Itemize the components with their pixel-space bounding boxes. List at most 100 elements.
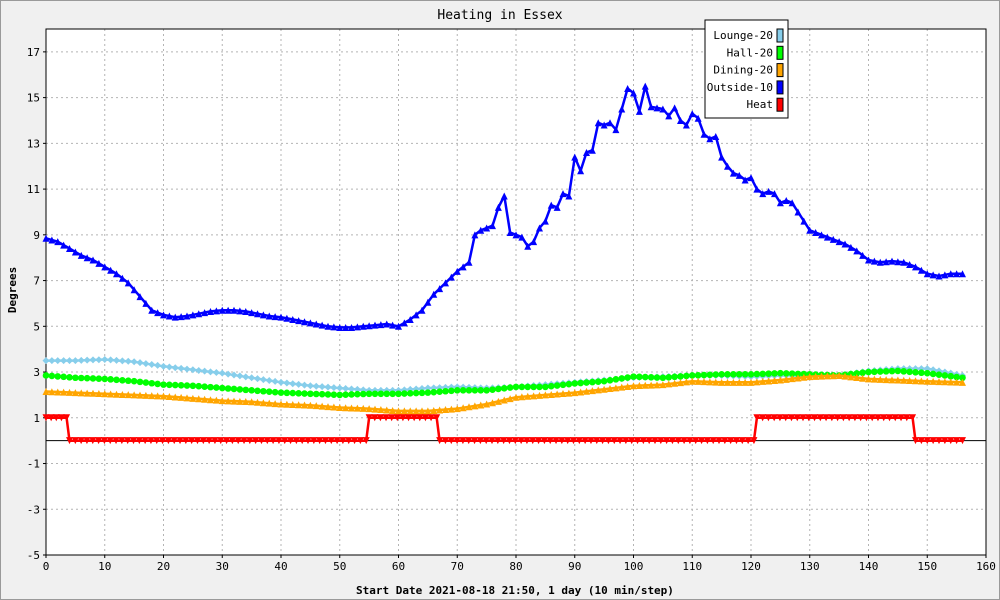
- data-point: [900, 258, 908, 266]
- data-point: [72, 374, 79, 382]
- data-point: [771, 377, 778, 385]
- data-point: [565, 192, 573, 200]
- data-point: [154, 361, 162, 369]
- data-point: [765, 370, 772, 377]
- data-point: [371, 414, 379, 422]
- data-point: [829, 372, 837, 380]
- data-point: [857, 414, 865, 422]
- data-point: [835, 238, 843, 246]
- data-point: [277, 313, 285, 321]
- data-point: [559, 381, 567, 389]
- data-point: [95, 259, 103, 267]
- data-point: [66, 374, 73, 381]
- data-point: [430, 388, 438, 396]
- data-point: [183, 365, 191, 373]
- data-point: [101, 390, 109, 398]
- data-point: [195, 395, 203, 403]
- data-point: [483, 387, 490, 394]
- data-point: [353, 404, 361, 412]
- data-point: [405, 414, 413, 422]
- data-point: [888, 367, 896, 375]
- data-point: [141, 437, 149, 445]
- data-point: [500, 192, 508, 200]
- data-point: [330, 384, 338, 392]
- data-point: [741, 371, 749, 378]
- data-point: [124, 391, 132, 399]
- data-point: [897, 414, 905, 422]
- data-point: [301, 381, 308, 389]
- data-point: [700, 378, 708, 386]
- data-point: [870, 375, 878, 383]
- data-point: [518, 393, 526, 401]
- data-point: [688, 110, 696, 118]
- data-point: [900, 376, 908, 384]
- data-point: [759, 414, 767, 422]
- data-point: [371, 390, 379, 398]
- data-point: [782, 375, 790, 383]
- data-point: [159, 437, 167, 445]
- data-point: [903, 414, 911, 422]
- data-point: [306, 382, 314, 390]
- data-point: [788, 370, 796, 377]
- data-point: [54, 388, 62, 396]
- data-point: [624, 382, 632, 390]
- data-point: [101, 263, 109, 271]
- data-point: [166, 381, 173, 389]
- data-point: [100, 437, 108, 445]
- data-point: [636, 373, 643, 381]
- data-point: [242, 373, 250, 381]
- data-point: [735, 371, 743, 378]
- data-point: [700, 130, 708, 138]
- data-point: [588, 387, 596, 395]
- data-point: [77, 389, 85, 397]
- legend-label-heat: Heat: [747, 98, 774, 111]
- data-point: [301, 401, 308, 409]
- data-point: [136, 391, 144, 399]
- data-point: [912, 377, 919, 385]
- legend: Lounge-20 Hall-20 Dining-20 Outside-10 Heat: [704, 19, 789, 119]
- data-point: [547, 390, 555, 398]
- data-point: [594, 378, 602, 385]
- data-point: [359, 404, 367, 412]
- data-point: [142, 391, 150, 399]
- data-point: [312, 390, 320, 398]
- data-point: [868, 414, 876, 422]
- data-point: [618, 375, 626, 382]
- data-point: [189, 366, 197, 374]
- y-tick-label: 1: [33, 412, 40, 425]
- data-point: [747, 378, 755, 386]
- data-point: [453, 405, 461, 413]
- data-point: [500, 384, 508, 392]
- data-point: [124, 279, 132, 287]
- data-point: [794, 208, 802, 216]
- data-point: [124, 357, 132, 365]
- data-point: [60, 241, 68, 249]
- data-point: [571, 389, 579, 397]
- data-point: [52, 414, 60, 422]
- data-point: [518, 233, 526, 241]
- data-point: [511, 437, 519, 445]
- legend-swatch-heat: [776, 97, 784, 112]
- data-point: [891, 414, 899, 422]
- data-point: [453, 437, 461, 445]
- data-point: [177, 393, 185, 401]
- data-point: [729, 378, 737, 386]
- y-tick-label: 15: [27, 92, 40, 105]
- data-point: [310, 437, 318, 445]
- data-point: [42, 387, 50, 395]
- data-point: [42, 372, 50, 379]
- data-point: [706, 371, 714, 379]
- data-point: [564, 437, 572, 445]
- data-point: [306, 401, 314, 409]
- data-point: [471, 387, 479, 394]
- data-point: [888, 257, 896, 265]
- data-point: [154, 309, 162, 317]
- data-point: [136, 359, 144, 367]
- plot-area: [46, 29, 986, 555]
- data-point: [459, 387, 467, 394]
- data-point: [546, 437, 554, 445]
- data-point: [199, 437, 207, 445]
- legend-label-outside-10: Outside-10: [707, 81, 773, 94]
- data-point: [674, 437, 682, 445]
- data-point: [389, 390, 396, 398]
